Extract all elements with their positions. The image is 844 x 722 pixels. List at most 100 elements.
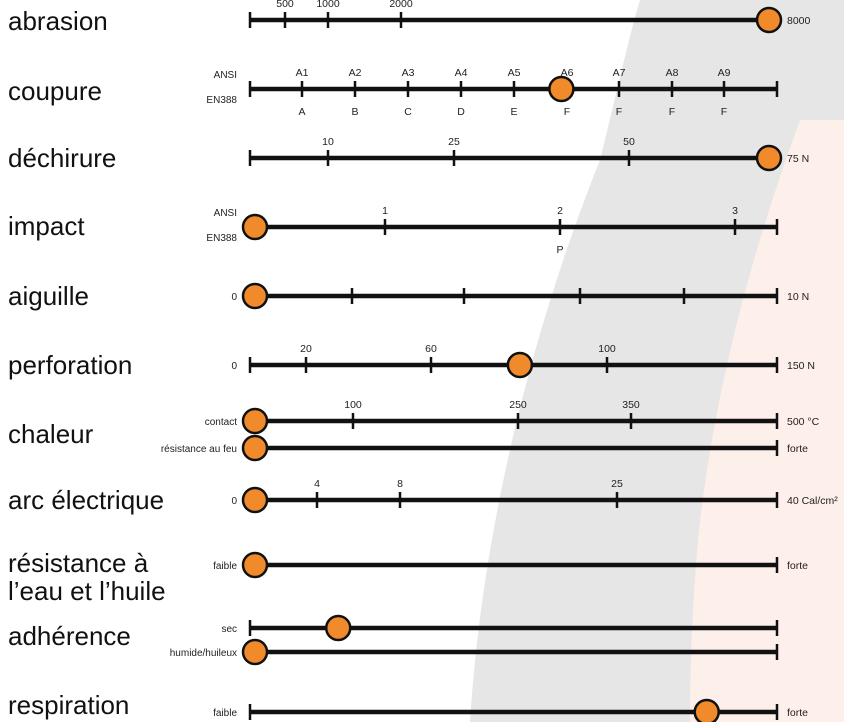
tick-label-top: 1: [382, 205, 388, 217]
tick-label-top: 8: [397, 478, 403, 490]
tick-label-top: 100: [598, 343, 616, 355]
row-title: déchirure: [8, 143, 116, 173]
row-title: respiration: [8, 690, 129, 720]
row-coupure: coupureA1AA2BA3CA4DA5EA6FA7FA8FA9FANSIEN…: [8, 67, 779, 118]
row-perforation: perforation 20 60 100 0 150 N: [8, 343, 815, 380]
level-marker: [241, 407, 269, 435]
left-label: ANSI: [214, 208, 237, 219]
row-resistance-eau-huile: résistance àl’eau et l’huile faible forte: [8, 548, 808, 606]
row-title: impact: [8, 211, 85, 241]
tick-label-top: A7: [613, 67, 626, 79]
end-label: 150 N: [787, 360, 815, 372]
end-label: 40 Cal/cm²: [787, 495, 838, 507]
end-label: forte: [787, 560, 808, 572]
sub-row-chaleur-feu: résistance au feu forte: [161, 434, 808, 462]
end-label: 10 N: [787, 291, 809, 303]
level-marker: [693, 698, 720, 722]
level-marker: [241, 434, 269, 462]
tick-label-top: 60: [425, 343, 437, 355]
end-label: 8000: [787, 15, 811, 27]
left-label: humide/huileux: [170, 648, 237, 659]
end-label: forte: [787, 443, 808, 455]
tick-label-top: 25: [448, 136, 460, 148]
left-label: faible: [213, 708, 237, 719]
tick-label-top: 500: [276, 0, 294, 10]
tick-label-top: 10: [322, 136, 334, 148]
tick-label-bottom: F: [564, 106, 570, 118]
row-title: coupure: [8, 76, 102, 106]
tick-label-top: 20: [300, 343, 312, 355]
left-label: EN388: [206, 95, 237, 106]
left-label: faible: [213, 561, 237, 572]
tick-label-top: 2000: [389, 0, 413, 10]
tick-label-bottom: E: [510, 106, 517, 118]
tick-label-top: A9: [718, 67, 731, 79]
end-label: forte: [787, 707, 808, 719]
sub-row-adherence-sec: sec: [221, 614, 779, 642]
level-marker: [241, 486, 269, 514]
tick-label-bottom: F: [721, 106, 727, 118]
row-title: chaleur: [8, 419, 94, 449]
left-label: sec: [221, 624, 237, 635]
row-title: l’eau et l’huile: [8, 576, 166, 606]
left-label: ANSI: [214, 70, 237, 81]
tick-label-bottom: A: [298, 106, 305, 118]
level-marker: [755, 6, 783, 34]
sub-row-chaleur-contact: 100 250 350 contact 500 °C: [205, 399, 820, 435]
level-marker: [755, 144, 783, 172]
tick-label-bottom: C: [404, 106, 412, 118]
level-marker: [241, 213, 269, 241]
row-abrasion: abrasion 500 1000 2000 8000: [8, 0, 811, 36]
tick-label-top: 100: [344, 399, 362, 411]
tick-label-bottom: B: [351, 106, 358, 118]
level-marker: [324, 614, 352, 642]
tick-label-bottom: F: [669, 106, 675, 118]
tick-label-top: 4: [314, 478, 320, 490]
tick-label-top: 1000: [316, 0, 340, 10]
level-marker: [241, 638, 269, 666]
end-label: 75 N: [787, 153, 809, 165]
tick-label-top: 350: [622, 399, 640, 411]
row-title: abrasion: [8, 6, 108, 36]
sub-row-adherence-humide: humide/huileux: [170, 638, 779, 666]
row-title: aiguille: [8, 281, 89, 311]
row-title: perforation: [8, 350, 132, 380]
tick-label-top: A3: [402, 67, 415, 79]
row-respiration: respiration faible forte: [8, 690, 808, 722]
tick-label-top: A8: [666, 67, 679, 79]
tick-label-top: 2: [557, 205, 563, 217]
level-marker: [241, 551, 269, 579]
tick-label-bottom: F: [616, 106, 622, 118]
tick-label-top: A2: [349, 67, 362, 79]
row-arc-electrique: arc électrique 4 8 25 0 40 Cal/cm²: [8, 478, 838, 515]
left-label: 0: [231, 292, 237, 303]
tick-label-top: 3: [732, 205, 738, 217]
left-label: contact: [205, 417, 237, 428]
level-marker: [548, 75, 575, 103]
end-label: 500 °C: [787, 416, 820, 428]
tick-label-top: A5: [508, 67, 521, 79]
tick-label-top: 25: [611, 478, 623, 490]
left-label: résistance au feu: [161, 444, 237, 455]
row-title: adhérence: [8, 621, 131, 651]
row-title: résistance à: [8, 548, 149, 578]
tick-label-bottom: P: [556, 244, 563, 256]
left-label: 0: [231, 496, 237, 507]
level-marker: [241, 282, 269, 310]
row-adherence: adhérence sec humide/huileux: [8, 614, 779, 666]
tick-label-top: A4: [455, 67, 468, 79]
level-marker: [506, 351, 534, 379]
row-title: arc électrique: [8, 485, 164, 515]
tick-label-top: 250: [509, 399, 527, 411]
row-dechirure: déchirure 10 25 50 75 N: [8, 136, 809, 173]
row-aiguille: aiguille 0 10 N: [8, 281, 809, 311]
row-impact: impact 1 2 P 3 ANSI EN388: [8, 205, 779, 256]
row-chaleur: chaleur 100 250 350 contact 500 °C résistance …: [8, 399, 820, 462]
tick-label-top: 50: [623, 136, 635, 148]
tick-label-bottom: D: [457, 106, 465, 118]
left-label: EN388: [206, 233, 237, 244]
tick-label-top: A1: [296, 67, 309, 79]
left-label: 0: [231, 361, 237, 372]
